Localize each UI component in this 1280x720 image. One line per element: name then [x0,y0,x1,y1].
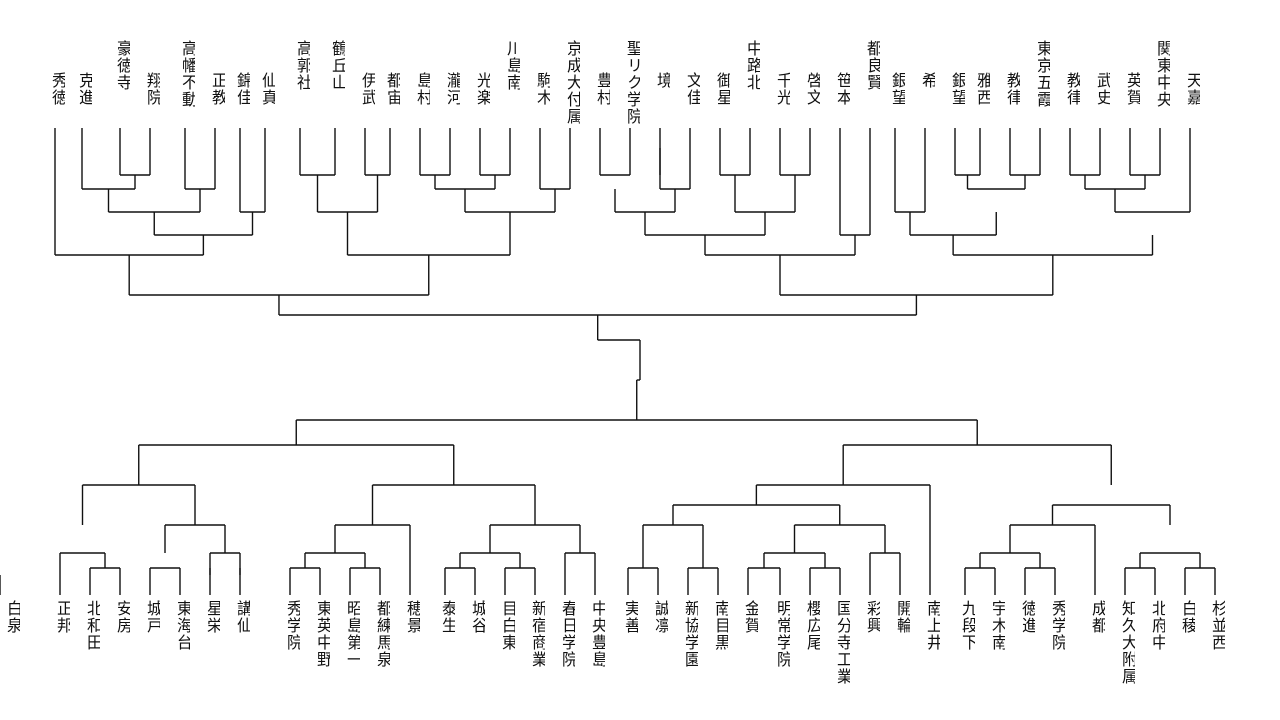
bottom-team-26: 彩興 [860,600,880,634]
top-team-34: 教律 [1060,72,1080,106]
bottom-team-24: 櫻広尾 [800,600,820,651]
bottom-team-5: 星栄 [200,600,220,634]
bottom-team-4: 東海台 [170,600,190,651]
top-team-22: 御星 [710,72,730,106]
top-team-4: 高幡不動 [175,40,195,108]
top-team-35: 武史 [1090,72,1110,106]
top-team-5: 正教 [205,72,225,106]
bottom-team-1: 北和田 [80,600,100,651]
top-team-1: 克進 [72,72,92,106]
top-team-2: 豪徳寺 [110,40,130,91]
bottom-team-27: 開輪 [890,600,910,634]
top-team-28: 銀望 [885,72,905,106]
top-team-3: 翔院 [140,72,160,106]
bottom-team-36: 白稜 [1175,600,1195,634]
bottom-team-8: 東英中野 [310,600,330,668]
top-team-13: 瀧河 [440,72,460,106]
bottom-team-3: 城戸 [140,600,160,634]
bottom-team-31: 徳進 [1015,600,1035,634]
top-team-38: 天嘉 [1180,72,1200,106]
top-team-25: 啓文 [800,72,820,106]
top-team-7: 仙真 [255,72,275,106]
bottom-team-35: 北府中 [1145,600,1165,651]
top-team-33: 東京五霞 [1030,40,1050,108]
bottom-team-25: 国分寺工業 [830,600,850,685]
top-team-9: 鶴丘山 [325,40,345,91]
bottom-team-14: 目白東 [495,600,515,651]
top-team-11: 都宙 [380,72,400,106]
top-team-37: 関東中央 [1150,40,1170,108]
top-team-10: 伊武 [355,72,375,106]
bottom-team-15: 新宿商業 [525,600,545,668]
bottom-team-6: 講仙 [230,600,250,634]
bottom-team-29: 九段下 [955,600,975,651]
top-team-29: 希 [915,72,935,89]
bottom-team-28: 南上井 [920,600,940,651]
top-team-21: 文佳 [680,72,700,106]
bottom-team-17: 中央豊島 [585,600,605,668]
top-team-12: 島村 [410,72,430,106]
bottom-team-20: 新協学園 [678,600,698,668]
bottom-team-10: 都練馬泉 [370,600,390,668]
top-team-16: 駒木 [530,72,550,106]
bottom-team-7: 秀学院 [280,600,300,651]
bottom-team-23: 明常学院 [770,600,790,668]
bottom-team-12: 泰生 [435,600,455,634]
top-team-0: 秀徳 [45,72,65,106]
top-team-30: 銀望 [945,72,965,106]
bottom-team-21: 南目黒 [708,600,728,651]
top-team-31: 雅西 [970,72,990,106]
bottom-team-13: 城谷 [465,600,485,634]
top-team-24: 千光 [770,72,790,106]
top-team-26: 笹本 [830,72,850,106]
bottom-team-11: 穂景 [400,600,420,634]
top-team-14: 光楽 [470,72,490,106]
bottom-team-38: 白泉 [0,600,20,634]
bottom-team-18: 実善 [618,600,638,634]
bottom-team-30: 宇木南 [985,600,1005,651]
bottom-team-0: 正邦 [50,600,70,634]
top-team-27: 都良賢 [860,40,880,91]
top-team-23: 中路北 [740,40,760,91]
bottom-team-2: 安房 [110,600,130,634]
bottom-team-19: 誠凛 [648,600,668,634]
top-team-19: 聖リク学院 [620,40,640,125]
bottom-team-22: 金賀 [738,600,758,634]
top-team-36: 英賀 [1120,72,1140,106]
bottom-team-34: 知久大附属 [1115,600,1135,685]
top-team-17: 京成大付属 [560,40,580,125]
bottom-team-32: 秀学院 [1045,600,1065,651]
bottom-team-37: 杉並西 [1205,600,1225,651]
top-team-15: 川島南 [500,40,520,91]
top-team-32: 教律 [1000,72,1020,106]
bottom-team-33: 成都 [1085,600,1105,634]
top-team-18: 豊村 [590,72,610,106]
bottom-team-16: 春日学院 [555,600,575,668]
tournament-bracket: 秀徳克進豪徳寺翔院高幡不動正教錦佳仙真高郭社鶴丘山伊武都宙島村瀧河光楽川島南駒木… [0,0,1280,720]
top-team-6: 錦佳 [230,72,250,106]
bottom-team-9: 昭島第一 [340,600,360,668]
top-team-8: 高郭社 [290,40,310,91]
top-team-20: 境 [650,72,670,89]
